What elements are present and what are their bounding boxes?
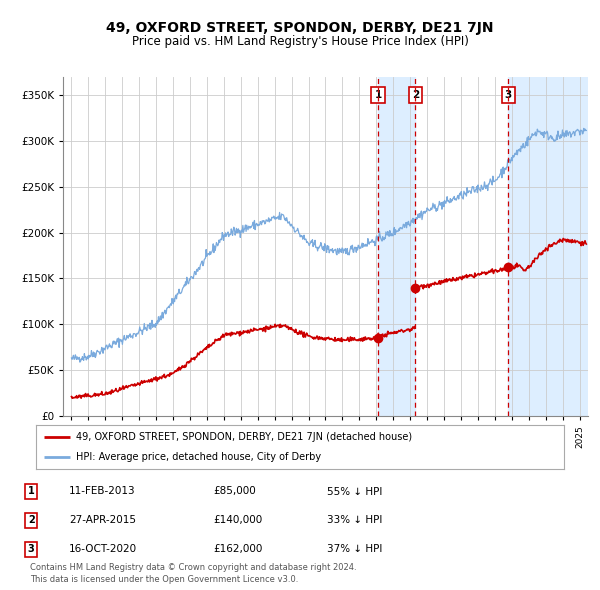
- Text: 33% ↓ HPI: 33% ↓ HPI: [327, 516, 382, 525]
- Text: 16-OCT-2020: 16-OCT-2020: [69, 545, 137, 554]
- Text: 3: 3: [505, 90, 512, 100]
- Text: 55% ↓ HPI: 55% ↓ HPI: [327, 487, 382, 496]
- Text: 49, OXFORD STREET, SPONDON, DERBY, DE21 7JN: 49, OXFORD STREET, SPONDON, DERBY, DE21 …: [106, 21, 494, 35]
- Text: 27-APR-2015: 27-APR-2015: [69, 516, 136, 525]
- Text: 2: 2: [412, 90, 419, 100]
- Text: Price paid vs. HM Land Registry's House Price Index (HPI): Price paid vs. HM Land Registry's House …: [131, 35, 469, 48]
- Text: 3: 3: [28, 545, 35, 554]
- Bar: [508, 77, 588, 416]
- Text: 1: 1: [28, 487, 35, 496]
- Text: 11-FEB-2013: 11-FEB-2013: [69, 487, 136, 496]
- Text: 49, OXFORD STREET, SPONDON, DERBY, DE21 7JN (detached house): 49, OXFORD STREET, SPONDON, DERBY, DE21 …: [76, 432, 412, 442]
- Text: HPI: Average price, detached house, City of Derby: HPI: Average price, detached house, City…: [76, 452, 321, 462]
- Text: Contains HM Land Registry data © Crown copyright and database right 2024.
This d: Contains HM Land Registry data © Crown c…: [30, 563, 356, 584]
- Text: 1: 1: [374, 90, 382, 100]
- Text: 2: 2: [28, 516, 35, 525]
- Bar: [378, 77, 415, 416]
- Text: £85,000: £85,000: [213, 487, 256, 496]
- Text: 37% ↓ HPI: 37% ↓ HPI: [327, 545, 382, 554]
- Text: £140,000: £140,000: [213, 516, 262, 525]
- Text: £162,000: £162,000: [213, 545, 262, 554]
